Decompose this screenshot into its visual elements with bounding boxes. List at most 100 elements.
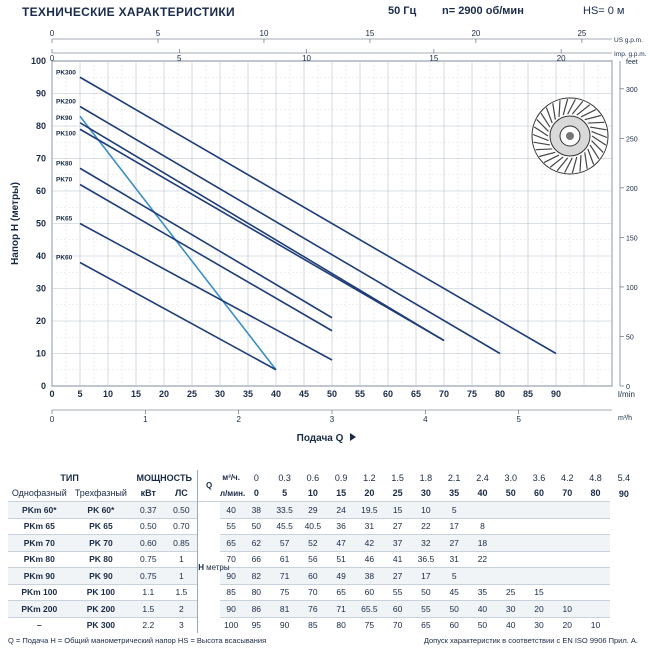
impeller-vane	[587, 121, 605, 124]
head-value: 22	[411, 517, 441, 535]
model-three-phase: PK 60*	[70, 501, 132, 518]
head-value	[581, 501, 610, 518]
x-tick-label: 40	[271, 389, 281, 399]
q-m3h-value: 2.1	[447, 472, 461, 483]
model-three-phase: PK 100	[70, 583, 132, 601]
power-hp: 0.50	[165, 501, 198, 518]
x-tick-label: 50	[327, 389, 337, 399]
head-value: 5	[440, 567, 469, 584]
head-value	[581, 567, 610, 584]
head-value	[553, 517, 582, 535]
head-value	[496, 534, 525, 551]
head-value: 47	[326, 534, 356, 551]
q-m3h-value: 4.2	[560, 472, 574, 483]
q-m3h-value: 3.0	[504, 472, 517, 483]
x-tick-label: 5	[77, 389, 82, 399]
impeller-vane	[584, 114, 601, 121]
head-value: 42	[355, 534, 384, 551]
head-value: 30	[524, 616, 554, 633]
model-three-phase: PK 200	[70, 600, 132, 617]
series-line-pk300	[79, 76, 557, 355]
series-line-pk100	[79, 128, 445, 342]
head-value	[524, 501, 554, 518]
y-tick-label: 90	[36, 89, 46, 99]
table-row: PKm 90 PK 90 0.75 1 90 82 71 60 49 38 27 17 5	[8, 567, 638, 584]
power-hp: 1	[165, 550, 198, 568]
head-value	[581, 550, 610, 568]
efficiency-line	[79, 115, 277, 371]
us-gpm-tick-label: 0	[50, 29, 55, 38]
impeller-vane	[579, 155, 582, 172]
impeller-vane	[589, 126, 607, 131]
imp-gpm-unit-label: Imp. g.p.m.	[614, 51, 647, 58]
y-tick-label: 0	[41, 381, 46, 391]
head-value: 38	[355, 567, 384, 584]
m3h-tick-label: 2	[236, 415, 241, 424]
q-m3h-value: 0.9	[334, 472, 348, 483]
us-gpm-tick-label: 25	[577, 29, 586, 38]
head-value: 57	[270, 534, 299, 551]
y-tick-label: 80	[36, 121, 46, 131]
legend-tolerance: Допуск характеристик в соответствии с EN…	[423, 636, 638, 645]
head-value: 10	[553, 600, 582, 617]
q-lmin-value: 0	[253, 488, 259, 499]
head-value	[553, 501, 582, 518]
power-hp: 0.85	[165, 534, 198, 551]
table-row: PKm 100 PK 100 1.1 1.5 85 80 75 70 65 60 55 50 45 35 2…	[8, 583, 638, 601]
q-lmin-value: 80	[590, 488, 601, 499]
impeller-vane	[571, 100, 584, 115]
power-kw: 1.1	[131, 583, 166, 601]
type-header: ТИП	[60, 472, 79, 483]
impeller-vane	[589, 144, 600, 160]
spec-table: ТИП МОЩНОСТЬ Q м³/ч. 0 0.3 0.6 0.9 1.2 1.5 1.8…	[8, 470, 638, 633]
x-tick-label: 25	[187, 389, 197, 399]
impeller-vane	[539, 151, 556, 158]
imp-gpm-tick-label: 0	[50, 54, 55, 63]
head-value: 60	[440, 616, 469, 633]
impeller-vane	[580, 108, 597, 118]
head-value	[496, 550, 525, 568]
head-value: 22	[468, 550, 497, 568]
head-value: 75	[355, 616, 384, 633]
series-line-pk65	[79, 222, 333, 361]
q-m3h-value: 2.4	[476, 472, 489, 483]
head-value	[496, 501, 525, 518]
impeller-vane	[567, 99, 576, 115]
head-value: 80	[242, 583, 271, 601]
head-value	[581, 600, 610, 617]
x-tick-label: 80	[495, 389, 505, 399]
head-value: 40.5	[298, 517, 327, 535]
y-tick-label: 50	[36, 219, 46, 229]
series-line-pk60	[79, 261, 277, 371]
impeller-vane	[558, 100, 561, 117]
series-label: PK300	[56, 69, 76, 76]
head-value	[496, 567, 525, 584]
head-value: 50	[440, 600, 469, 617]
head-value: 60	[383, 600, 412, 617]
impeller-vane	[576, 104, 591, 116]
power-kw: 1.5	[131, 600, 166, 617]
y-axis-label: Напор H (метры)	[10, 182, 21, 265]
impeller-vane	[562, 98, 569, 116]
head-value: 32	[411, 534, 441, 551]
page-header: ТЕХНИЧЕСКИЕ ХАРАКТЕРИСТИКИ 50 Гц n= 2900…	[0, 0, 650, 28]
head-value: 65	[326, 583, 356, 601]
power-kw: 0.60	[131, 534, 166, 551]
page-title: ТЕХНИЧЕСКИЕ ХАРАКТЕРИСТИКИ	[22, 5, 235, 19]
us-gpm-unit-label: US g.p.m.	[614, 37, 643, 44]
impeller-vane	[535, 148, 553, 151]
power-hp: 0.70	[165, 517, 198, 535]
q-header: Q	[197, 470, 220, 502]
feet-tick-label: 100	[626, 285, 638, 292]
series-label: PK90	[56, 115, 73, 122]
suction-height-label: HS= 0 м	[583, 5, 625, 17]
head-value: 56	[298, 550, 327, 568]
feet-tick-label: 300	[626, 87, 638, 94]
x-tick-label: 75	[467, 389, 477, 399]
q-lmin-value: 40	[477, 488, 488, 499]
frequency-label: 50 Гц	[388, 5, 417, 17]
q-m3h-value: 0	[253, 472, 259, 483]
legend-abbreviations: Q = Подача H = Общий манометрический нап…	[8, 636, 267, 645]
head-value: 51	[326, 550, 356, 568]
head-value	[581, 534, 610, 551]
